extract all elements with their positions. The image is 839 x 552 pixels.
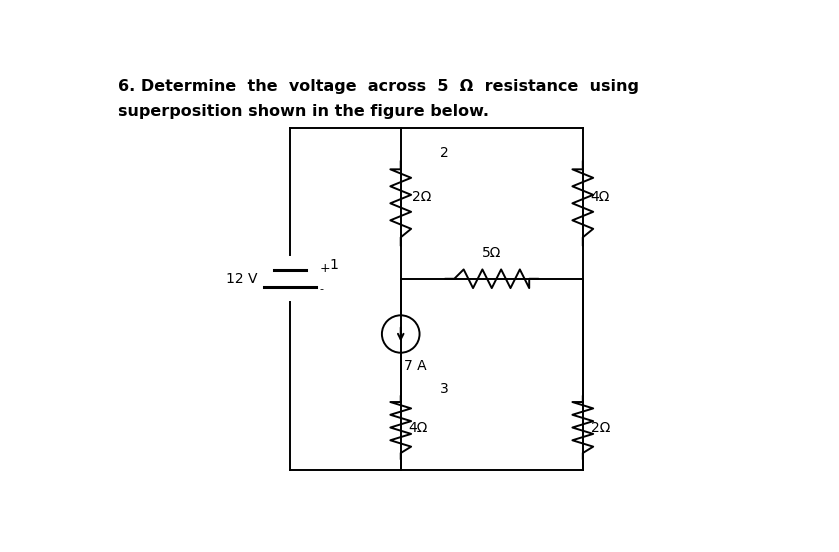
Text: 5Ω: 5Ω — [482, 246, 502, 259]
Text: 4Ω: 4Ω — [409, 421, 428, 434]
Text: -: - — [320, 284, 324, 294]
Text: 2: 2 — [440, 146, 449, 161]
Text: 2Ω: 2Ω — [591, 421, 610, 434]
Text: 7 A: 7 A — [404, 359, 426, 373]
Text: 4Ω: 4Ω — [591, 190, 610, 204]
Text: 12 V: 12 V — [227, 272, 258, 286]
Text: 1: 1 — [329, 258, 338, 272]
Text: 2Ω: 2Ω — [413, 190, 432, 204]
Text: superposition shown in the figure below.: superposition shown in the figure below. — [117, 104, 489, 119]
Text: +: + — [320, 262, 330, 275]
Text: 6. Determine  the  voltage  across  5  Ω  resistance  using: 6. Determine the voltage across 5 Ω resi… — [117, 79, 638, 94]
Text: 3: 3 — [440, 383, 449, 396]
